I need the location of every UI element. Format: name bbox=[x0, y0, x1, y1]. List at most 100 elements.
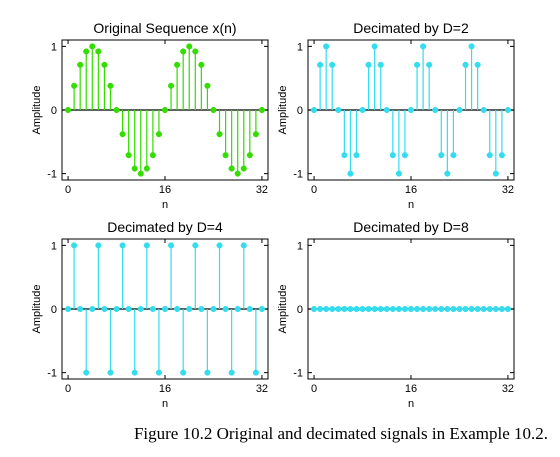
stem-marker bbox=[329, 61, 336, 68]
y-tick-label: 0 bbox=[297, 105, 303, 117]
y-tick-label: 0 bbox=[297, 304, 303, 316]
x-tick-label: 32 bbox=[256, 383, 268, 395]
stem-marker bbox=[317, 305, 324, 313]
stem-marker bbox=[426, 305, 433, 313]
stem-marker bbox=[389, 152, 396, 159]
stem-marker bbox=[498, 305, 505, 313]
stem-marker bbox=[198, 61, 205, 68]
stem-marker bbox=[113, 106, 120, 114]
stem-marker bbox=[420, 43, 427, 50]
stem-marker bbox=[222, 152, 229, 159]
stem-marker bbox=[341, 152, 348, 159]
chart-panel-3: Decimated by D=4 Amplitude n -1 0 1 0 16 32 bbox=[31, 219, 269, 410]
stem-marker bbox=[113, 305, 120, 313]
stem-marker bbox=[347, 170, 354, 177]
stem-marker bbox=[353, 305, 360, 313]
stem-marker bbox=[234, 305, 241, 313]
stem-marker bbox=[438, 152, 445, 159]
stem-marker bbox=[228, 165, 235, 172]
stem-marker bbox=[222, 305, 229, 313]
y-axis-label: Amplitude bbox=[31, 285, 43, 334]
stem-marker bbox=[450, 305, 457, 313]
stem-marker bbox=[444, 170, 451, 177]
stem-marker bbox=[468, 43, 475, 50]
stem-marker bbox=[414, 305, 421, 313]
stem-marker bbox=[210, 106, 217, 114]
chart-title: Original Sequence x(n) bbox=[93, 20, 236, 36]
y-tick-label: 1 bbox=[51, 41, 57, 53]
chart-panel-2: Decimated by D=2 Amplitude n -1 0 1 0 16 32 bbox=[277, 20, 515, 211]
stem-marker bbox=[89, 305, 96, 313]
y-tick-label: -1 bbox=[47, 169, 57, 181]
y-axis-label: Amplitude bbox=[31, 86, 43, 135]
stem-marker bbox=[180, 369, 187, 376]
stem-marker bbox=[155, 369, 162, 376]
stem-marker bbox=[407, 106, 415, 114]
stem-marker bbox=[492, 305, 499, 313]
stem-marker bbox=[407, 305, 415, 313]
stem-marker bbox=[432, 305, 439, 313]
stem-marker bbox=[204, 82, 211, 89]
chart-title: Decimated by D=8 bbox=[353, 219, 469, 235]
stem-marker bbox=[252, 369, 259, 376]
stem-marker bbox=[258, 106, 265, 114]
stem-marker bbox=[216, 131, 223, 138]
stem-marker bbox=[401, 152, 408, 159]
stem-marker bbox=[161, 106, 169, 114]
stem-marker bbox=[119, 131, 126, 138]
stem-marker bbox=[383, 305, 390, 313]
y-axis-label: Amplitude bbox=[277, 86, 289, 135]
x-tick-label: 16 bbox=[405, 184, 417, 196]
stem-marker bbox=[107, 369, 114, 376]
stem-marker bbox=[365, 61, 372, 68]
stem-marker bbox=[83, 369, 90, 376]
y-tick-label: 1 bbox=[297, 41, 303, 53]
stem-marker bbox=[143, 165, 150, 172]
stem-marker bbox=[174, 305, 181, 313]
stem-marker bbox=[359, 305, 366, 313]
y-tick-label: 1 bbox=[297, 240, 303, 252]
stem-marker bbox=[432, 106, 439, 114]
x-tick-label: 16 bbox=[159, 184, 171, 196]
stem-marker bbox=[395, 305, 402, 313]
y-axis-label: Amplitude bbox=[277, 285, 289, 334]
stem-marker bbox=[125, 305, 132, 313]
stem-marker bbox=[438, 305, 445, 313]
y-tick-label: -1 bbox=[47, 368, 57, 380]
stem-marker bbox=[317, 61, 324, 68]
stem-marker bbox=[468, 305, 475, 313]
stem-marker bbox=[335, 106, 342, 114]
x-tick-label: 0 bbox=[311, 184, 317, 196]
stem-marker bbox=[456, 106, 463, 114]
stem-marker bbox=[65, 305, 72, 313]
stem-marker bbox=[486, 152, 493, 159]
stem-marker bbox=[420, 305, 427, 313]
stem-marker bbox=[462, 61, 469, 68]
stem-marker bbox=[143, 242, 150, 249]
stem-marker bbox=[228, 369, 235, 376]
stem-marker bbox=[426, 61, 433, 68]
stem-marker bbox=[311, 106, 318, 114]
stem-marker bbox=[119, 242, 126, 249]
stem-marker bbox=[95, 48, 102, 55]
stem-marker bbox=[498, 152, 505, 159]
stem-marker bbox=[258, 305, 265, 313]
stem-marker bbox=[125, 152, 132, 159]
stem-marker bbox=[456, 305, 463, 313]
stem-marker bbox=[192, 242, 199, 249]
stem-marker bbox=[198, 305, 205, 313]
stem-marker bbox=[137, 305, 144, 313]
stem-marker bbox=[371, 43, 378, 50]
stem-marker bbox=[383, 106, 390, 114]
x-tick-label: 0 bbox=[65, 383, 71, 395]
stem-marker bbox=[401, 305, 408, 313]
stem-marker bbox=[186, 43, 193, 50]
chart-title: Decimated by D=4 bbox=[107, 219, 223, 235]
stem-marker bbox=[480, 106, 487, 114]
x-tick-label: 32 bbox=[502, 383, 514, 395]
stem-marker bbox=[131, 369, 138, 376]
stem-marker bbox=[246, 305, 253, 313]
stem-marker bbox=[149, 305, 156, 313]
stem-marker bbox=[180, 48, 187, 55]
